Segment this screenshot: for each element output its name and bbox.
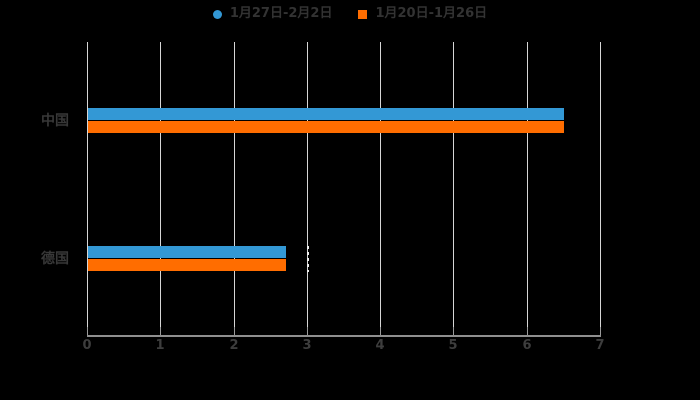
gridline: [87, 42, 88, 327]
x-tick-label: 7: [595, 338, 605, 353]
x-tick-label: 2: [229, 338, 239, 353]
gridline: [307, 42, 308, 327]
legend-item-week-previous[interactable]: 1月20日-1月26日: [358, 5, 487, 23]
x-tick-label: 6: [522, 338, 532, 353]
x-axis-tick: [87, 327, 88, 335]
gridline: [453, 42, 454, 327]
chart-legend: 1月27日-2月2日 1月20日-1月26日: [0, 5, 700, 23]
bar-德国-1月20日-1月26日[interactable]: [88, 259, 286, 271]
legend-circle-marker-icon: [212, 9, 222, 19]
legend-label: 1月20日-1月26日: [375, 6, 488, 21]
x-tick-label: 5: [448, 338, 458, 353]
x-axis-tick: [527, 327, 528, 335]
x-axis-tick: [307, 327, 308, 335]
x-axis-tick: [380, 327, 381, 335]
gridline: [600, 42, 601, 327]
x-tick-label: 0: [82, 338, 92, 353]
x-tick-label: 4: [375, 338, 385, 353]
x-axis-tick: [234, 327, 235, 335]
bar-德国-1月27日-2月2日[interactable]: [88, 246, 286, 258]
bar-中国-1月27日-2月2日[interactable]: [88, 108, 564, 120]
gridline: [234, 42, 235, 327]
x-axis-tick: [453, 327, 454, 335]
gridline: [160, 42, 161, 327]
x-axis-tick: [160, 327, 161, 335]
legend-item-week-current[interactable]: 1月27日-2月2日: [212, 5, 333, 23]
x-tick-label: 1: [155, 338, 165, 353]
category-label: 德国: [41, 250, 69, 267]
category-label: 中国: [41, 112, 69, 129]
legend-label: 1月27日-2月2日: [229, 6, 333, 21]
x-tick-label: 3: [302, 338, 312, 353]
x-axis-line: [87, 335, 601, 337]
x-axis-tick: [600, 327, 601, 335]
legend-square-marker-icon: [358, 9, 368, 19]
dashed-annotation-line: [306, 245, 309, 272]
bar-中国-1月20日-1月26日[interactable]: [88, 121, 564, 133]
y-axis-category-labels: 中国 德国: [0, 42, 78, 327]
plot-area: [87, 42, 601, 327]
gridline: [527, 42, 528, 327]
gridline: [380, 42, 381, 327]
